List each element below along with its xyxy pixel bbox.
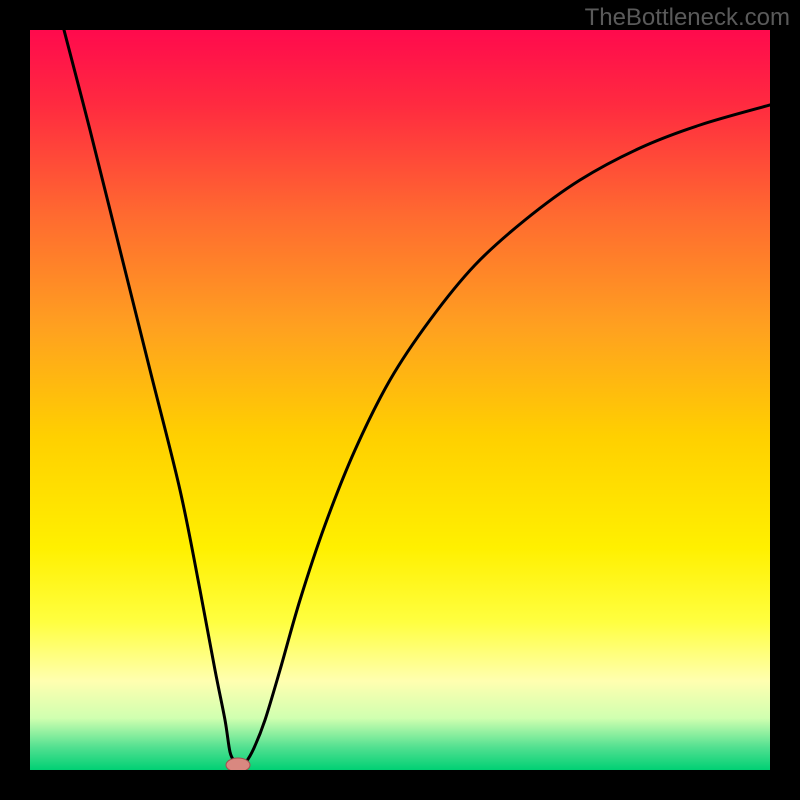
- plot-area: [30, 30, 770, 770]
- min-marker: [226, 758, 250, 770]
- watermark-text: TheBottleneck.com: [585, 4, 790, 32]
- curve-layer: [30, 30, 770, 770]
- bottleneck-curve: [64, 30, 770, 766]
- chart-container: TheBottleneck.com: [0, 0, 800, 800]
